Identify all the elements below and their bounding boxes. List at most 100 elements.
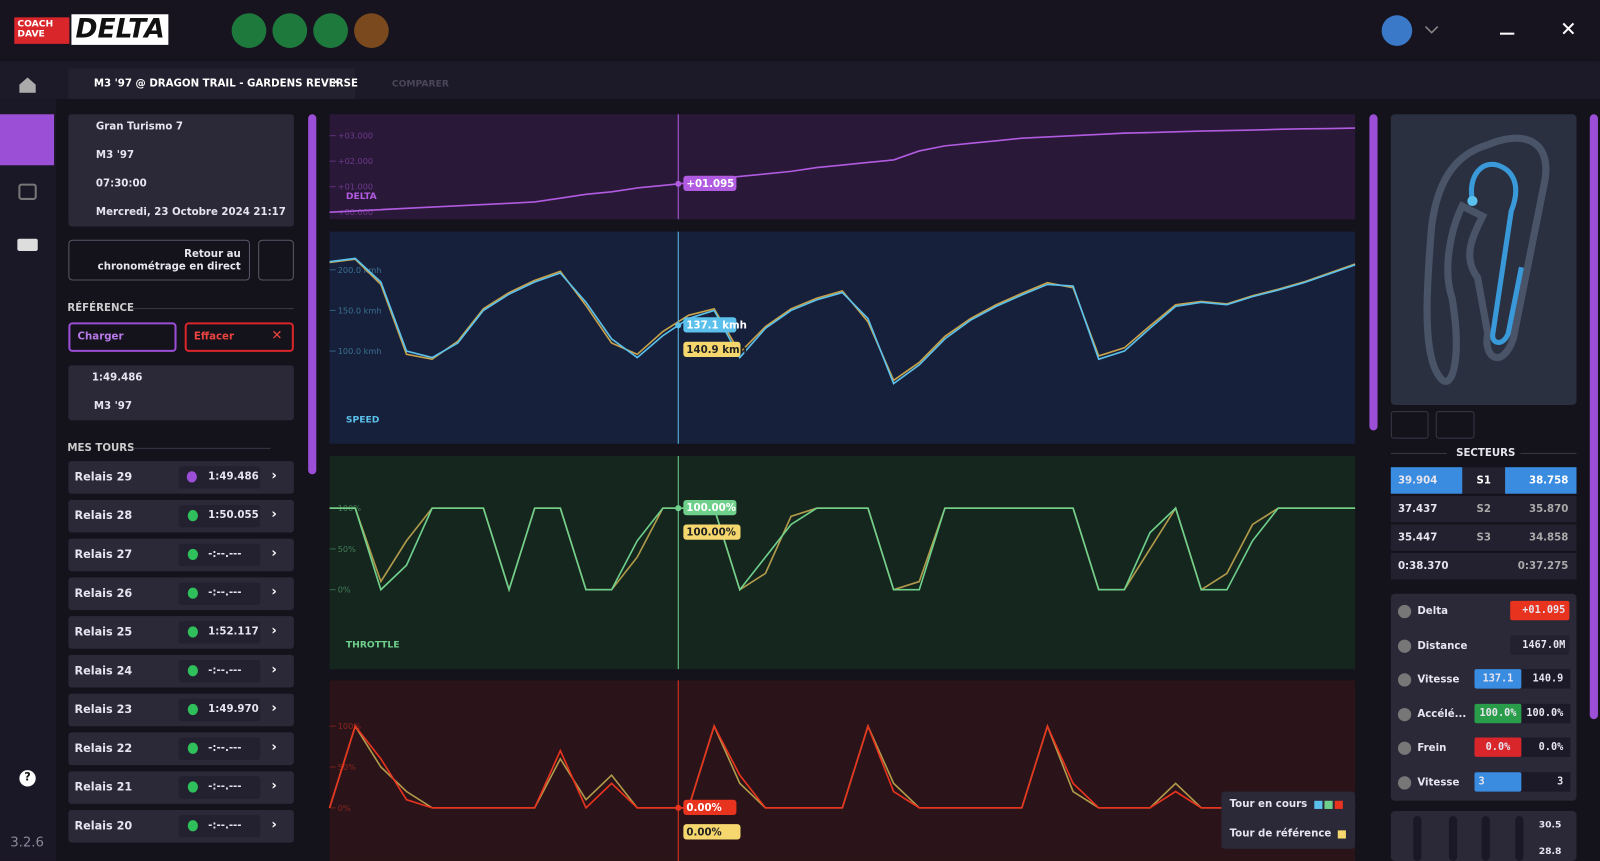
lap-name: Relais 29 <box>74 470 133 484</box>
stat-label: Accélé... <box>1417 708 1467 720</box>
chart-background <box>329 455 1356 670</box>
load-button[interactable] <box>68 322 177 352</box>
series-line <box>329 258 1356 382</box>
status-device[interactable] <box>313 13 348 48</box>
stat-label: Vitesse <box>1417 777 1460 789</box>
laps-title: MES TOURS <box>67 442 135 454</box>
stat-current: 100.0% <box>1479 707 1517 719</box>
sector-name: S1 <box>1476 475 1491 487</box>
nav-learn[interactable] <box>17 238 38 251</box>
y-tick-label: +00.000 <box>338 207 373 217</box>
reference-time: 1:49.486 <box>91 372 143 384</box>
cursor-label: +01.095 <box>686 179 734 190</box>
legend-swatch <box>1334 800 1343 809</box>
compare-tab[interactable]: COMPARER <box>391 79 449 90</box>
cursor-label: 0.00% <box>686 827 721 838</box>
cursor-dot <box>675 804 682 811</box>
clear-button[interactable] <box>184 322 294 352</box>
lap-name: Relais 27 <box>74 547 133 562</box>
session-car: M3 '97 <box>95 149 135 162</box>
stat-icon <box>1397 776 1412 790</box>
stat-label: Delta <box>1417 605 1448 618</box>
refresh[interactable] <box>258 239 294 281</box>
zoom-button[interactable] <box>1390 411 1429 439</box>
lap-time-badge <box>178 776 261 799</box>
nav-telemetry[interactable] <box>0 114 55 166</box>
divider <box>132 308 294 310</box>
scrollbar[interactable] <box>308 114 317 475</box>
stat-current-bg <box>1474 703 1522 724</box>
lap-icon <box>187 703 198 716</box>
lap-arrow: › <box>271 506 277 523</box>
sector-row <box>1390 524 1577 551</box>
chart-label: THROTTLE <box>346 640 400 651</box>
avatar-menu[interactable] <box>1424 24 1439 34</box>
lap-name: Relais 28 <box>74 509 133 523</box>
sector-reference: 34.858 <box>1528 532 1569 544</box>
avatar[interactable] <box>1381 15 1413 46</box>
gauge-bar <box>1413 816 1422 861</box>
scrollbar[interactable] <box>1589 114 1598 720</box>
lap-arrow: › <box>271 623 277 639</box>
status-wifi[interactable] <box>272 13 308 48</box>
status-power[interactable] <box>231 13 267 48</box>
y-tick-label: +02.000 <box>338 156 373 166</box>
lap-time: 1:50.055 <box>208 510 259 522</box>
minimize[interactable] <box>1499 32 1515 35</box>
stat-current-bg <box>1510 635 1570 655</box>
sector-row <box>1390 495 1577 523</box>
help[interactable]: ? <box>19 770 36 787</box>
session-info <box>68 114 294 227</box>
lap-time-badge <box>178 815 261 838</box>
back-button[interactable] <box>68 239 250 281</box>
gauge-value: 30.5 <box>1538 820 1562 831</box>
clear-icon[interactable]: ✕ <box>271 328 283 344</box>
gauge-bar <box>1515 816 1524 861</box>
sector-best <box>1505 467 1577 494</box>
scrollbar[interactable] <box>1369 114 1378 431</box>
y-tick-label: 0% <box>338 585 351 595</box>
y-tick-label: 100.0 kmh <box>338 346 382 356</box>
top-bar <box>0 0 1600 60</box>
load-label: Charger <box>77 331 124 343</box>
stat-reference-bg <box>1521 669 1571 689</box>
stat-current-bg <box>1474 669 1522 689</box>
expand-button[interactable] <box>1435 411 1475 439</box>
tab[interactable] <box>68 68 356 99</box>
divider <box>1520 452 1577 454</box>
stat-label: Vitesse <box>1417 674 1460 686</box>
gauge-value: 28.8 <box>1538 846 1562 857</box>
series-line <box>329 127 1356 213</box>
track-outline <box>1423 134 1550 385</box>
session-time: 07:30:00 <box>95 178 147 190</box>
y-tick-label: +03.000 <box>338 131 373 141</box>
cursor-label: 100.00% <box>686 528 736 539</box>
lap-arrow: › <box>271 739 277 755</box>
lap-icon <box>187 548 198 561</box>
lap-time-badge <box>178 698 261 722</box>
divider <box>1390 452 1447 454</box>
nav-compare[interactable] <box>18 183 37 200</box>
cursor-label: 0.00% <box>686 803 721 814</box>
cursor-dot <box>675 180 682 187</box>
home[interactable] <box>18 77 36 93</box>
series-line <box>329 506 1356 593</box>
chart-label: DELTA <box>346 191 378 202</box>
tab-close[interactable]: ✕ <box>331 77 341 89</box>
logo-badge <box>14 17 70 44</box>
stat-icon <box>1397 673 1412 687</box>
status-clock[interactable] <box>354 13 389 48</box>
stat-reference-bg <box>1521 737 1571 758</box>
sector-current: 37.437 <box>1397 503 1438 516</box>
cursor-label: 137.1 kmh <box>686 320 746 331</box>
close[interactable] <box>1562 22 1575 35</box>
lap-name: Relais 20 <box>74 819 133 833</box>
cursor-label-bg <box>683 799 737 815</box>
reference-info <box>68 365 294 421</box>
y-tick-label: +01.000 <box>338 182 373 192</box>
lap-time-badge <box>178 582 261 605</box>
lap-arrow: › <box>271 817 277 833</box>
sector-reference: 35.870 <box>1528 503 1569 516</box>
lap-icon <box>187 587 198 599</box>
